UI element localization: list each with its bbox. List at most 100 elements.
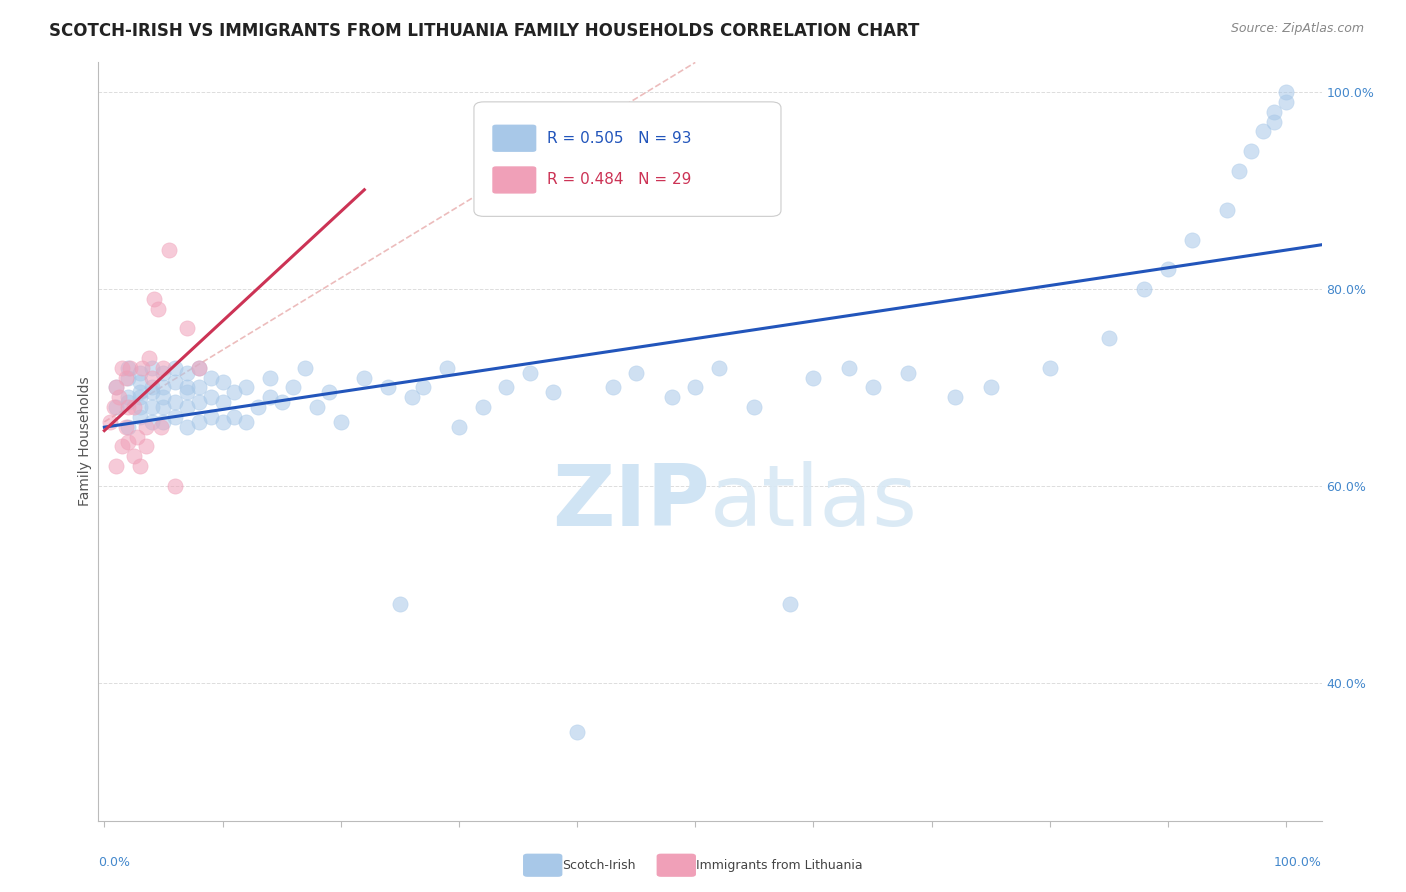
Point <box>111 360 134 375</box>
Point <box>128 390 150 404</box>
Point <box>152 360 174 375</box>
Point <box>388 597 411 611</box>
Point <box>1181 233 1204 247</box>
Point <box>105 459 128 474</box>
Point <box>1227 163 1250 178</box>
Point <box>176 380 198 394</box>
Point <box>259 370 281 384</box>
Point <box>117 434 139 449</box>
Point <box>779 597 801 611</box>
Point <box>176 385 198 400</box>
Point <box>165 409 187 424</box>
Point <box>447 419 470 434</box>
Point <box>1263 114 1285 128</box>
FancyBboxPatch shape <box>492 166 536 194</box>
Point <box>412 380 434 394</box>
Point <box>141 370 163 384</box>
Point <box>246 400 269 414</box>
Point <box>141 400 163 414</box>
Point <box>128 459 150 474</box>
Point <box>120 360 142 375</box>
Y-axis label: Family Households: Family Households <box>79 376 93 507</box>
Point <box>165 479 187 493</box>
Point <box>105 380 128 394</box>
Point <box>1133 282 1156 296</box>
Point <box>1263 104 1285 119</box>
Point <box>471 400 494 414</box>
Point <box>543 385 565 400</box>
Point <box>270 395 292 409</box>
Point <box>117 390 139 404</box>
Point <box>128 409 150 424</box>
Point <box>661 390 683 404</box>
Point <box>200 409 222 424</box>
Point <box>707 360 730 375</box>
FancyBboxPatch shape <box>474 102 780 217</box>
Point <box>114 370 136 384</box>
Point <box>117 370 139 384</box>
Point <box>105 380 128 394</box>
Point <box>187 360 209 375</box>
Point <box>152 390 174 404</box>
Point <box>329 415 352 429</box>
Point <box>1098 331 1121 345</box>
Point <box>803 370 825 384</box>
Point <box>318 385 340 400</box>
Point <box>128 366 150 380</box>
Point <box>138 351 160 365</box>
Point <box>259 390 281 404</box>
Point <box>1275 95 1298 109</box>
Point <box>165 376 187 390</box>
Point <box>117 360 139 375</box>
Point <box>565 725 588 739</box>
Text: R = 0.505   N = 93: R = 0.505 N = 93 <box>547 131 692 145</box>
Point <box>135 419 157 434</box>
Point <box>117 400 139 414</box>
Point <box>152 415 174 429</box>
Point <box>1240 144 1263 158</box>
Point <box>294 360 316 375</box>
Point <box>128 376 150 390</box>
Text: 0.0%: 0.0% <box>98 856 131 869</box>
Text: Scotch-Irish: Scotch-Irish <box>562 859 636 871</box>
Point <box>176 419 198 434</box>
Point <box>211 376 233 390</box>
Text: SCOTCH-IRISH VS IMMIGRANTS FROM LITHUANIA FAMILY HOUSEHOLDS CORRELATION CHART: SCOTCH-IRISH VS IMMIGRANTS FROM LITHUANI… <box>49 22 920 40</box>
Point <box>980 380 1002 394</box>
Point <box>683 380 706 394</box>
Point <box>176 321 198 335</box>
Point <box>165 395 187 409</box>
Point <box>211 395 233 409</box>
Point <box>235 415 257 429</box>
Point <box>235 380 257 394</box>
Point <box>152 366 174 380</box>
Point <box>135 440 157 454</box>
Point <box>353 370 375 384</box>
Text: ZIP: ZIP <box>553 460 710 544</box>
Point <box>838 360 860 375</box>
Point <box>141 385 163 400</box>
Text: atlas: atlas <box>710 460 918 544</box>
Point <box>495 380 517 394</box>
Point <box>224 409 246 424</box>
Point <box>211 415 233 429</box>
Point <box>98 415 121 429</box>
Point <box>1216 203 1239 218</box>
Point <box>105 400 128 414</box>
Point <box>103 400 125 414</box>
FancyBboxPatch shape <box>492 125 536 152</box>
Point <box>943 390 966 404</box>
Point <box>143 292 166 306</box>
Point <box>1157 262 1180 277</box>
Point <box>187 415 209 429</box>
Point <box>744 400 766 414</box>
Point <box>200 390 222 404</box>
Point <box>401 390 423 404</box>
Point <box>157 243 180 257</box>
Point <box>150 419 173 434</box>
Point <box>107 390 129 404</box>
Point <box>122 450 145 464</box>
Point <box>152 380 174 394</box>
Point <box>1039 360 1062 375</box>
Text: Immigrants from Lithuania: Immigrants from Lithuania <box>696 859 863 871</box>
